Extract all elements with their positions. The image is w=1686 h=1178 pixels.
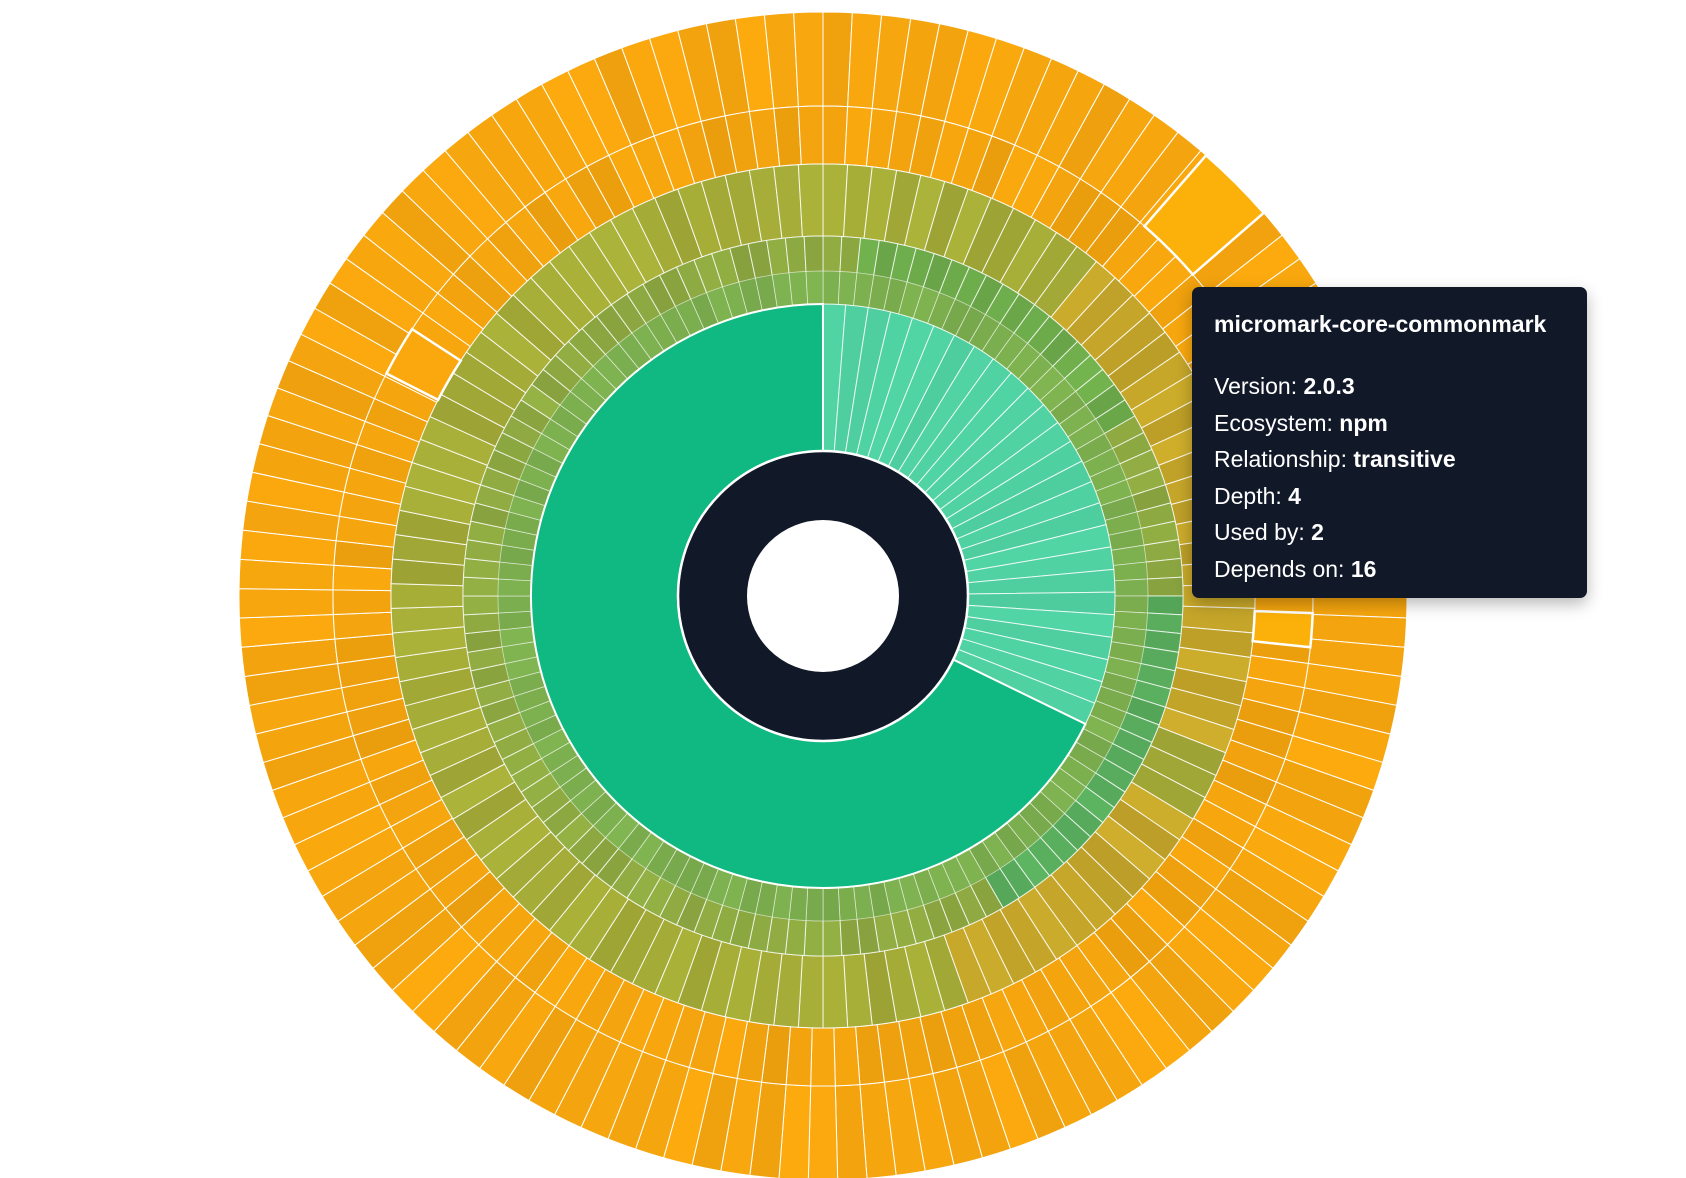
root-ring-edge [676, 449, 970, 743]
depth2-inner-segment[interactable] [497, 595, 532, 614]
tooltip-depth-value: 4 [1288, 482, 1301, 509]
depth4-segment[interactable] [793, 11, 824, 108]
tooltip-used-by-label: Used by: [1214, 519, 1305, 545]
tooltip-ecosystem-value: npm [1339, 409, 1388, 436]
depth4-inner-segment[interactable] [797, 105, 824, 166]
depth4-segment[interactable] [807, 1085, 839, 1178]
tooltip-package-name: micromark-core-commonmark [1214, 311, 1547, 337]
hovered-segment-left[interactable] [384, 327, 463, 402]
depth4-inner-segment[interactable] [332, 564, 393, 592]
tooltip-relationship-label: Relationship: [1214, 446, 1347, 472]
depth2-inner-segment[interactable] [805, 887, 824, 922]
depth2-inner-segment[interactable] [1114, 578, 1149, 597]
depth2-inner-segment[interactable] [822, 887, 841, 922]
tooltip-depth-label: Depth: [1214, 482, 1282, 509]
depth3-segment[interactable] [797, 163, 824, 238]
depth4-segment[interactable] [238, 588, 334, 619]
depth2-inner-segment[interactable] [497, 578, 532, 597]
depth2-inner-segment[interactable] [498, 610, 534, 631]
tooltip-depends-on-value: 16 [1350, 555, 1377, 582]
tooltip-depends-on-row: Depends on: 16 [1214, 551, 1565, 588]
tooltip-depends-on-label: Depends on: [1214, 555, 1345, 582]
center-hole [749, 522, 897, 670]
root-ring[interactable] [679, 452, 967, 740]
tooltip-used-by-value: 2 [1311, 519, 1324, 545]
tooltip-version-row: Version: 2.0.3 [1214, 368, 1565, 405]
dependency-tooltip: micromark-core-commonmark Version: 2.0.3… [1192, 287, 1587, 598]
depth2-inner-segment[interactable] [788, 271, 809, 307]
depth2-inner-segment[interactable] [805, 270, 824, 305]
tooltip-relationship-value: transitive [1353, 446, 1456, 472]
tooltip-depth-row: Depth: 4 [1214, 478, 1565, 515]
tooltip-version-value: 2.0.3 [1303, 373, 1355, 399]
tooltip-relationship-row: Relationship: transitive [1214, 441, 1565, 478]
depth2-inner-segment[interactable] [1114, 595, 1149, 614]
hovered-segment-outer[interactable] [1142, 153, 1266, 277]
tooltip-ecosystem-row: Ecosystem: npm [1214, 405, 1565, 442]
depth3-segment[interactable] [822, 954, 849, 1029]
tooltip-used-by-row: Used by: 2 [1214, 514, 1565, 551]
depth2-inner-segment[interactable] [1112, 561, 1148, 582]
depth4-inner-segment[interactable] [822, 105, 849, 166]
depth3-segment[interactable] [390, 583, 464, 609]
depth2-inner-segment[interactable] [822, 270, 841, 305]
depth4-inner-segment[interactable] [833, 1026, 861, 1087]
depth4-inner-segment[interactable] [332, 611, 394, 640]
depth2-inner-segment[interactable] [837, 885, 858, 921]
hovered-segment-inner[interactable] [1251, 609, 1314, 649]
depth4-inner-segment[interactable] [810, 1027, 836, 1087]
depth4-inner-segment[interactable] [332, 589, 392, 615]
tooltip-ecosystem-label: Ecosystem: [1214, 409, 1333, 436]
tooltip-version-label: Version: [1214, 373, 1298, 399]
